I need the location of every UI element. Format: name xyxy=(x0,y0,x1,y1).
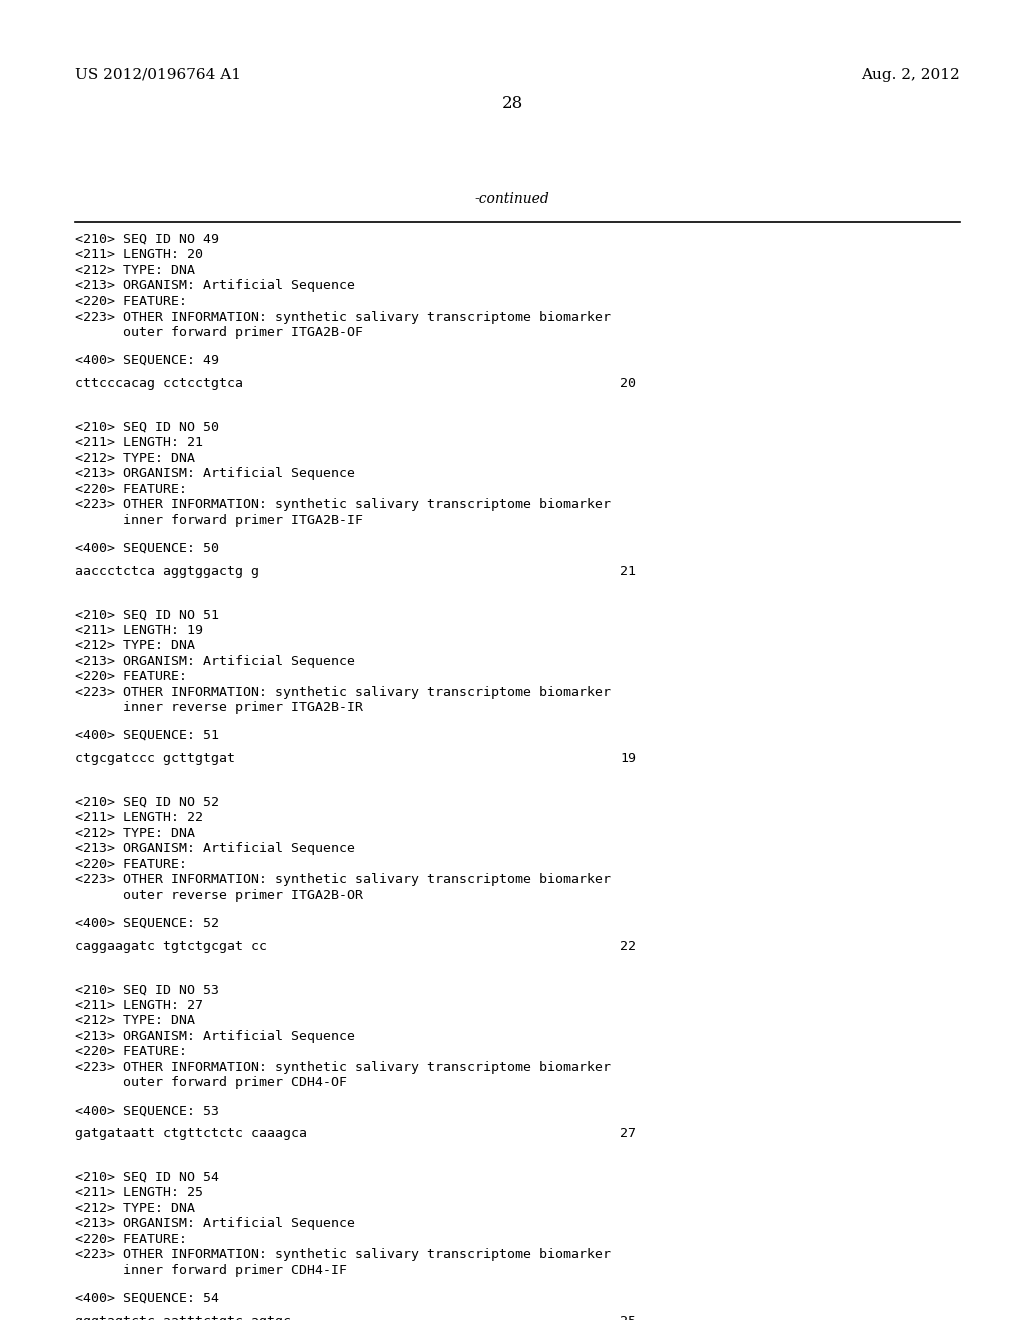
Text: 21: 21 xyxy=(620,565,636,578)
Text: <400> SEQUENCE: 51: <400> SEQUENCE: 51 xyxy=(75,729,219,742)
Text: <220> FEATURE:: <220> FEATURE: xyxy=(75,294,187,308)
Text: <211> LENGTH: 21: <211> LENGTH: 21 xyxy=(75,436,203,449)
Text: <211> LENGTH: 25: <211> LENGTH: 25 xyxy=(75,1187,203,1200)
Text: outer forward primer CDH4-OF: outer forward primer CDH4-OF xyxy=(75,1076,347,1089)
Text: <211> LENGTH: 22: <211> LENGTH: 22 xyxy=(75,812,203,824)
Text: <212> TYPE: DNA: <212> TYPE: DNA xyxy=(75,1014,195,1027)
Text: <210> SEQ ID NO 51: <210> SEQ ID NO 51 xyxy=(75,609,219,622)
Text: inner forward primer CDH4-IF: inner forward primer CDH4-IF xyxy=(75,1263,347,1276)
Text: <400> SEQUENCE: 53: <400> SEQUENCE: 53 xyxy=(75,1104,219,1117)
Text: <213> ORGANISM: Artificial Sequence: <213> ORGANISM: Artificial Sequence xyxy=(75,280,355,293)
Text: <210> SEQ ID NO 54: <210> SEQ ID NO 54 xyxy=(75,1171,219,1184)
Text: 19: 19 xyxy=(620,752,636,766)
Text: aaccctctca aggtggactg g: aaccctctca aggtggactg g xyxy=(75,565,259,578)
Text: <400> SEQUENCE: 54: <400> SEQUENCE: 54 xyxy=(75,1292,219,1304)
Text: 25: 25 xyxy=(620,1315,636,1320)
Text: <220> FEATURE:: <220> FEATURE: xyxy=(75,671,187,682)
Text: <213> ORGANISM: Artificial Sequence: <213> ORGANISM: Artificial Sequence xyxy=(75,655,355,668)
Text: <223> OTHER INFORMATION: synthetic salivary transcriptome biomarker: <223> OTHER INFORMATION: synthetic saliv… xyxy=(75,310,611,323)
Text: <223> OTHER INFORMATION: synthetic salivary transcriptome biomarker: <223> OTHER INFORMATION: synthetic saliv… xyxy=(75,685,611,698)
Text: <213> ORGANISM: Artificial Sequence: <213> ORGANISM: Artificial Sequence xyxy=(75,1217,355,1230)
Text: cttcccacag cctcctgtca: cttcccacag cctcctgtca xyxy=(75,378,243,391)
Text: <210> SEQ ID NO 50: <210> SEQ ID NO 50 xyxy=(75,421,219,433)
Text: <213> ORGANISM: Artificial Sequence: <213> ORGANISM: Artificial Sequence xyxy=(75,842,355,855)
Text: US 2012/0196764 A1: US 2012/0196764 A1 xyxy=(75,69,241,82)
Text: 20: 20 xyxy=(620,378,636,391)
Text: <210> SEQ ID NO 52: <210> SEQ ID NO 52 xyxy=(75,796,219,809)
Text: <212> TYPE: DNA: <212> TYPE: DNA xyxy=(75,1201,195,1214)
Text: <212> TYPE: DNA: <212> TYPE: DNA xyxy=(75,264,195,277)
Text: Aug. 2, 2012: Aug. 2, 2012 xyxy=(861,69,961,82)
Text: <212> TYPE: DNA: <212> TYPE: DNA xyxy=(75,639,195,652)
Text: <223> OTHER INFORMATION: synthetic salivary transcriptome biomarker: <223> OTHER INFORMATION: synthetic saliv… xyxy=(75,1061,611,1073)
Text: <220> FEATURE:: <220> FEATURE: xyxy=(75,1233,187,1246)
Text: <213> ORGANISM: Artificial Sequence: <213> ORGANISM: Artificial Sequence xyxy=(75,1030,355,1043)
Text: outer reverse primer ITGA2B-OR: outer reverse primer ITGA2B-OR xyxy=(75,888,362,902)
Text: inner reverse primer ITGA2B-IR: inner reverse primer ITGA2B-IR xyxy=(75,701,362,714)
Text: 22: 22 xyxy=(620,940,636,953)
Text: ctgcgatccc gcttgtgat: ctgcgatccc gcttgtgat xyxy=(75,752,234,766)
Text: <212> TYPE: DNA: <212> TYPE: DNA xyxy=(75,826,195,840)
Text: <213> ORGANISM: Artificial Sequence: <213> ORGANISM: Artificial Sequence xyxy=(75,467,355,480)
Text: <400> SEQUENCE: 49: <400> SEQUENCE: 49 xyxy=(75,354,219,367)
Text: <223> OTHER INFORMATION: synthetic salivary transcriptome biomarker: <223> OTHER INFORMATION: synthetic saliv… xyxy=(75,498,611,511)
Text: -continued: -continued xyxy=(475,191,549,206)
Text: outer forward primer ITGA2B-OF: outer forward primer ITGA2B-OF xyxy=(75,326,362,339)
Text: <212> TYPE: DNA: <212> TYPE: DNA xyxy=(75,451,195,465)
Text: <223> OTHER INFORMATION: synthetic salivary transcriptome biomarker: <223> OTHER INFORMATION: synthetic saliv… xyxy=(75,1249,611,1261)
Text: 28: 28 xyxy=(502,95,522,112)
Text: <220> FEATURE:: <220> FEATURE: xyxy=(75,858,187,871)
Text: <211> LENGTH: 19: <211> LENGTH: 19 xyxy=(75,623,203,636)
Text: <210> SEQ ID NO 49: <210> SEQ ID NO 49 xyxy=(75,234,219,246)
Text: gatgataatt ctgttctctc caaagca: gatgataatt ctgttctctc caaagca xyxy=(75,1127,307,1140)
Text: 27: 27 xyxy=(620,1127,636,1140)
Text: <210> SEQ ID NO 53: <210> SEQ ID NO 53 xyxy=(75,983,219,997)
Text: gggtagtctc aatttctgtc agtgc: gggtagtctc aatttctgtc agtgc xyxy=(75,1315,291,1320)
Text: <211> LENGTH: 20: <211> LENGTH: 20 xyxy=(75,248,203,261)
Text: <400> SEQUENCE: 52: <400> SEQUENCE: 52 xyxy=(75,916,219,929)
Text: <223> OTHER INFORMATION: synthetic salivary transcriptome biomarker: <223> OTHER INFORMATION: synthetic saliv… xyxy=(75,873,611,886)
Text: <220> FEATURE:: <220> FEATURE: xyxy=(75,1045,187,1059)
Text: caggaagatc tgtctgcgat cc: caggaagatc tgtctgcgat cc xyxy=(75,940,267,953)
Text: <220> FEATURE:: <220> FEATURE: xyxy=(75,483,187,495)
Text: <400> SEQUENCE: 50: <400> SEQUENCE: 50 xyxy=(75,541,219,554)
Text: inner forward primer ITGA2B-IF: inner forward primer ITGA2B-IF xyxy=(75,513,362,527)
Text: <211> LENGTH: 27: <211> LENGTH: 27 xyxy=(75,999,203,1011)
